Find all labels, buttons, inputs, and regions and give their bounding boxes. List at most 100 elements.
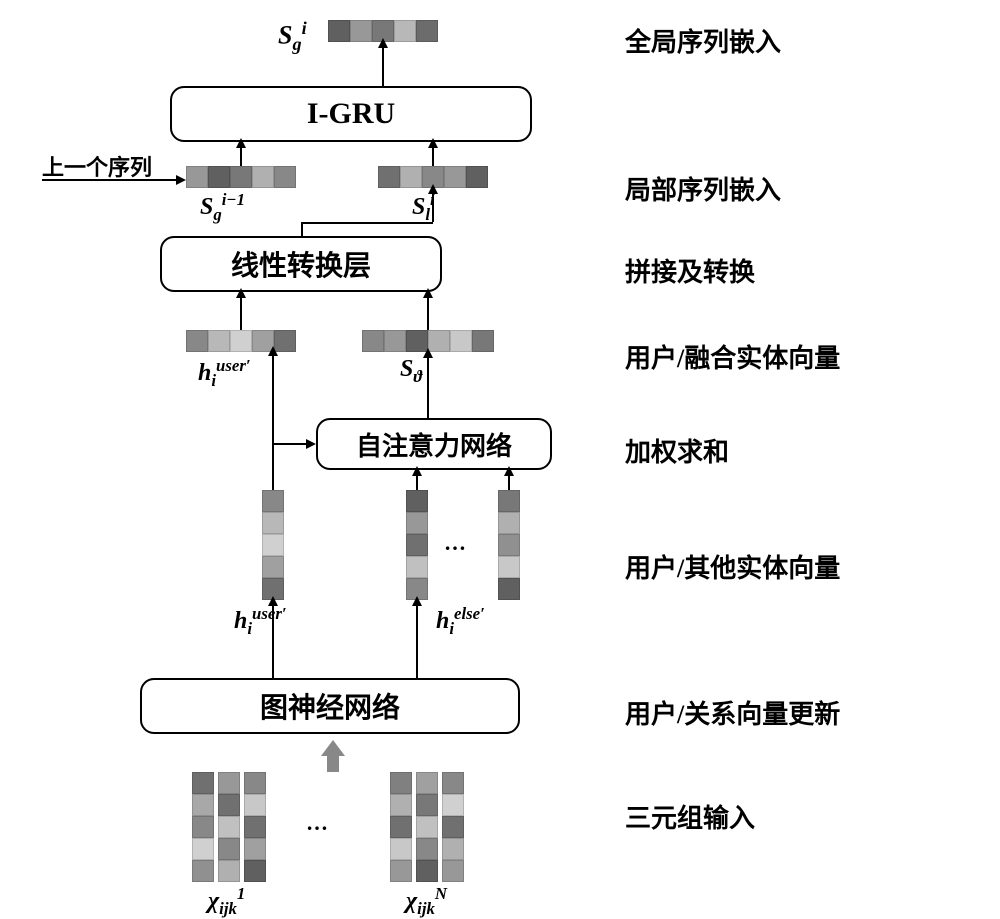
vector-cell (186, 166, 208, 188)
vector-cell (416, 772, 438, 794)
vector-cell (230, 330, 252, 352)
math-label-chiN: χijkN (406, 884, 447, 919)
vector-cell (406, 534, 428, 556)
vector-cell (498, 512, 520, 534)
vector-cell (406, 512, 428, 534)
vector-cell (244, 794, 266, 816)
vector-cell (244, 772, 266, 794)
thick-arrow-input (318, 740, 348, 780)
vector-cell (384, 330, 406, 352)
vector-cell (208, 166, 230, 188)
vector-tri2c (442, 772, 464, 882)
vector-cell (350, 20, 372, 42)
arrow-a_hu2 (240, 296, 242, 330)
arrow-head-a_svbox (423, 348, 433, 358)
vector-cell (498, 556, 520, 578)
vector-cell (218, 860, 240, 882)
module-box-linear: 线性转换层 (160, 236, 442, 292)
side-label-l6: 用户/其他实体向量 (625, 548, 840, 585)
ellipsis-mid1: … (444, 530, 469, 556)
arrow-head-a_gnn2 (412, 596, 422, 606)
math-label-sg_im1: Sgi−1 (200, 190, 245, 225)
arrow-head-a_sl (428, 138, 438, 148)
vector-cell (498, 490, 520, 512)
vector-cell (262, 512, 284, 534)
side-label-l2: 局部序列嵌入 (625, 170, 781, 207)
math-label-he_v: hielse′ (436, 604, 485, 639)
vector-cell (362, 330, 384, 352)
arrow-a_sv (427, 296, 429, 330)
arrow-lin-sl (428, 184, 438, 194)
arrow-lin-sl (302, 222, 433, 224)
vector-hu2 (186, 330, 296, 352)
arrow-head-prev-seq (176, 175, 186, 185)
vector-cell (262, 490, 284, 512)
vector-cell (442, 860, 464, 882)
vector-cell (390, 794, 412, 816)
arrow-head-a_sg1 (236, 138, 246, 148)
module-box-attn: 自注意力网络 (316, 418, 552, 470)
math-label-chi1: χijk1 (208, 884, 245, 919)
vector-cell (218, 772, 240, 794)
vector-cell (498, 534, 520, 556)
vector-he1_v (406, 490, 428, 600)
vector-cell (444, 166, 466, 188)
side-label-l7: 用户/关系向量更新 (625, 694, 840, 731)
arrow-hu-branch (306, 439, 316, 449)
vector-cell (394, 20, 416, 42)
side-label-l5: 加权求和 (625, 432, 729, 469)
arrow-head-a_he2 (504, 466, 514, 476)
vector-tri1a (192, 772, 214, 882)
vector-cell (244, 838, 266, 860)
vector-cell (218, 816, 240, 838)
vector-cell (390, 860, 412, 882)
arrow-a_gnn1 (272, 604, 274, 678)
vector-cell (416, 20, 438, 42)
vector-tri2a (390, 772, 412, 882)
arrow-head-a_top (378, 38, 388, 48)
vector-tri2b (416, 772, 438, 882)
arrow-a_sg1 (240, 146, 242, 166)
arrow-a_he2 (508, 474, 510, 490)
vector-cell (252, 166, 274, 188)
vector-cell (244, 860, 266, 882)
vector-cell (498, 578, 520, 600)
side-label-prev: 上一个序列 (42, 150, 152, 182)
math-label-sv: Sϑ (400, 356, 422, 387)
arrow-head-a_he1 (412, 466, 422, 476)
vector-cell (466, 166, 488, 188)
vector-cell (218, 794, 240, 816)
vector-cell (208, 330, 230, 352)
vector-cell (442, 772, 464, 794)
vector-tri1c (244, 772, 266, 882)
vector-cell (442, 794, 464, 816)
side-label-l4: 用户/融合实体向量 (625, 338, 840, 375)
math-label-hu2: hiuser′ (198, 356, 251, 391)
arrow-hu-branch (268, 346, 278, 356)
vector-cell (192, 838, 214, 860)
arrow-hu-branch (273, 443, 308, 445)
arrow-lin-sl (301, 222, 303, 236)
math-label-sg_i: Sgi (278, 18, 307, 55)
vector-cell (390, 838, 412, 860)
vector-cell (378, 166, 400, 188)
arrow-a_top (382, 46, 384, 86)
vector-tri1b (218, 772, 240, 882)
module-box-gnn: 图神经网络 (140, 678, 520, 734)
arrow-head-a_gnn1 (268, 596, 278, 606)
diagram-canvas: I-GRU线性转换层自注意力网络图神经网络全局序列嵌入局部序列嵌入拼接及转换用户… (0, 0, 1000, 906)
arrow-head-a_sv (423, 288, 433, 298)
math-label-hu_v: hiuser′ (234, 604, 287, 639)
vector-cell (442, 838, 464, 860)
vector-cell (450, 330, 472, 352)
vector-cell (416, 816, 438, 838)
vector-cell (472, 330, 494, 352)
vector-cell (416, 794, 438, 816)
vector-cell (230, 166, 252, 188)
vector-cell (390, 772, 412, 794)
vector-cell (192, 794, 214, 816)
vector-sg_im1 (186, 166, 296, 188)
side-label-l8: 三元组输入 (625, 798, 755, 835)
vector-cell (406, 490, 428, 512)
vector-cell (400, 166, 422, 188)
